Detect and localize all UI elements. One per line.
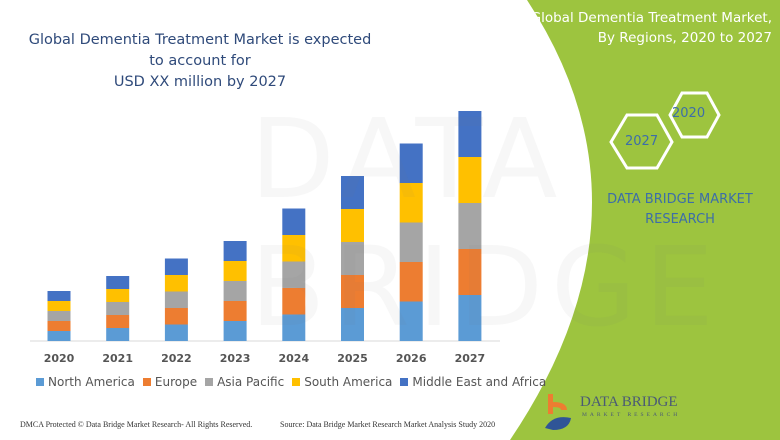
legend-item: Middle East and Africa [400, 375, 546, 389]
bar-2024-middle-east-and-africa [282, 208, 306, 235]
bar-2027-south-america [458, 157, 482, 203]
bar-2027-north-america [458, 295, 482, 341]
copyright-notice: DMCA Protected © Data Bridge Market Rese… [20, 420, 253, 429]
bar-2022-north-america [164, 324, 188, 341]
legend-item: South America [292, 375, 392, 389]
bar-2020-north-america [47, 331, 71, 341]
brand-line-1: DATA BRIDGE MARKET [607, 192, 753, 207]
x-tick-label: 2026 [396, 352, 427, 365]
legend-item: Europe [142, 375, 198, 389]
bar-2026-south-america [399, 183, 423, 223]
bar-2023-europe [223, 301, 247, 321]
bar-2025-asia-pacific [341, 242, 364, 275]
x-tick-label: 2024 [278, 352, 309, 365]
bar-2022-middle-east-and-africa [164, 258, 188, 275]
brand-line-2: RESEARCH [645, 212, 715, 227]
bar-2026-middle-east-and-africa [399, 143, 423, 183]
bar-2021-south-america [106, 289, 130, 302]
bar-2023-middle-east-and-africa [223, 241, 247, 261]
legend: North America Europe Asia Pacific South Ame… [36, 375, 546, 389]
bar-2024-europe [282, 288, 306, 315]
bar-2020-middle-east-and-africa [47, 291, 71, 301]
bar-2025-middle-east-and-africa [341, 176, 364, 209]
x-tick-labels: 2020 2021 2022 2023 2024 2025 2026 2027 [44, 352, 486, 365]
source-note: Source: Data Bridge Market Research Mark… [280, 420, 496, 429]
bar-2022-asia-pacific [164, 291, 188, 308]
bar-2022-south-america [164, 275, 188, 292]
bar-2023-asia-pacific [223, 281, 247, 301]
bar-2026-north-america [399, 301, 423, 341]
bar-2021-europe [106, 315, 130, 328]
logo-name: DATA BRIDGE [580, 394, 678, 410]
hex-label-2020: 2020 [672, 106, 706, 121]
title-line-2: USD XX million by 2027 [113, 74, 287, 90]
chart-title: Global Dementia Treatment Market is expe… [20, 30, 380, 93]
bar-2026-europe [399, 262, 423, 302]
bar-2027-asia-pacific [458, 203, 482, 249]
brand-text: DATA BRIDGE MARKET RESEARCH [590, 190, 770, 230]
logo-subtitle: MARKET RESEARCH [582, 412, 681, 418]
bar-2025-europe [341, 275, 364, 308]
hex-label-2027: 2027 [625, 134, 659, 149]
bar-2024-asia-pacific [282, 261, 306, 288]
side-title-line-1: Global Dementia Treatment Market, [530, 10, 772, 26]
side-title-line-2: By Regions, 2020 to 2027 [597, 30, 772, 46]
logo-icon [545, 394, 571, 430]
x-tick-label: 2025 [337, 352, 368, 365]
x-tick-label: 2023 [220, 352, 251, 365]
legend-label: Europe [154, 375, 198, 389]
legend-swatch [36, 378, 44, 386]
bar-2023-south-america [223, 261, 247, 281]
hexagon-2027 [609, 113, 674, 170]
bar-2021-middle-east-and-africa [106, 276, 130, 289]
x-tick-label: 2022 [161, 352, 192, 365]
legend-swatch [400, 378, 409, 386]
legend-label: South America [304, 375, 393, 389]
bar-2021-asia-pacific [106, 302, 130, 315]
bar-2020-south-america [47, 301, 71, 311]
bar-2025-north-america [341, 308, 364, 341]
legend-swatch [205, 378, 214, 386]
x-tick-label: 2027 [455, 352, 486, 365]
bar-2026-asia-pacific [399, 222, 423, 262]
legend-label: North America [48, 375, 135, 389]
legend-item: North America [36, 375, 135, 389]
hexagon-2020 [668, 91, 721, 139]
bar-2025-south-america [341, 209, 364, 242]
x-tick-label: 2020 [44, 352, 75, 365]
title-line-1: Global Dementia Treatment Market is expe… [28, 32, 372, 69]
bar-2022-europe [164, 308, 188, 325]
bar-2024-south-america [282, 235, 306, 262]
legend-label: Asia Pacific [217, 375, 285, 389]
bar-2027-europe [458, 249, 482, 295]
legend-swatch [142, 378, 151, 386]
bar-2020-europe [47, 321, 71, 331]
x-tick-label: 2021 [102, 352, 133, 365]
side-title: Global Dementia Treatment Market, By Reg… [472, 8, 772, 48]
legend-swatch [292, 378, 301, 386]
bar-2024-north-america [282, 314, 306, 341]
bar-2027-middle-east-and-africa [458, 111, 482, 157]
bar-2023-north-america [223, 321, 247, 341]
bar-2020-asia-pacific [47, 311, 71, 321]
watermark: DATA BRIDGE [250, 95, 722, 351]
legend-label: Middle East and Africa [412, 375, 547, 389]
bars [47, 111, 482, 341]
legend-item: Asia Pacific [205, 375, 284, 389]
bar-2021-north-america [106, 328, 130, 341]
green-panel [510, 0, 780, 440]
